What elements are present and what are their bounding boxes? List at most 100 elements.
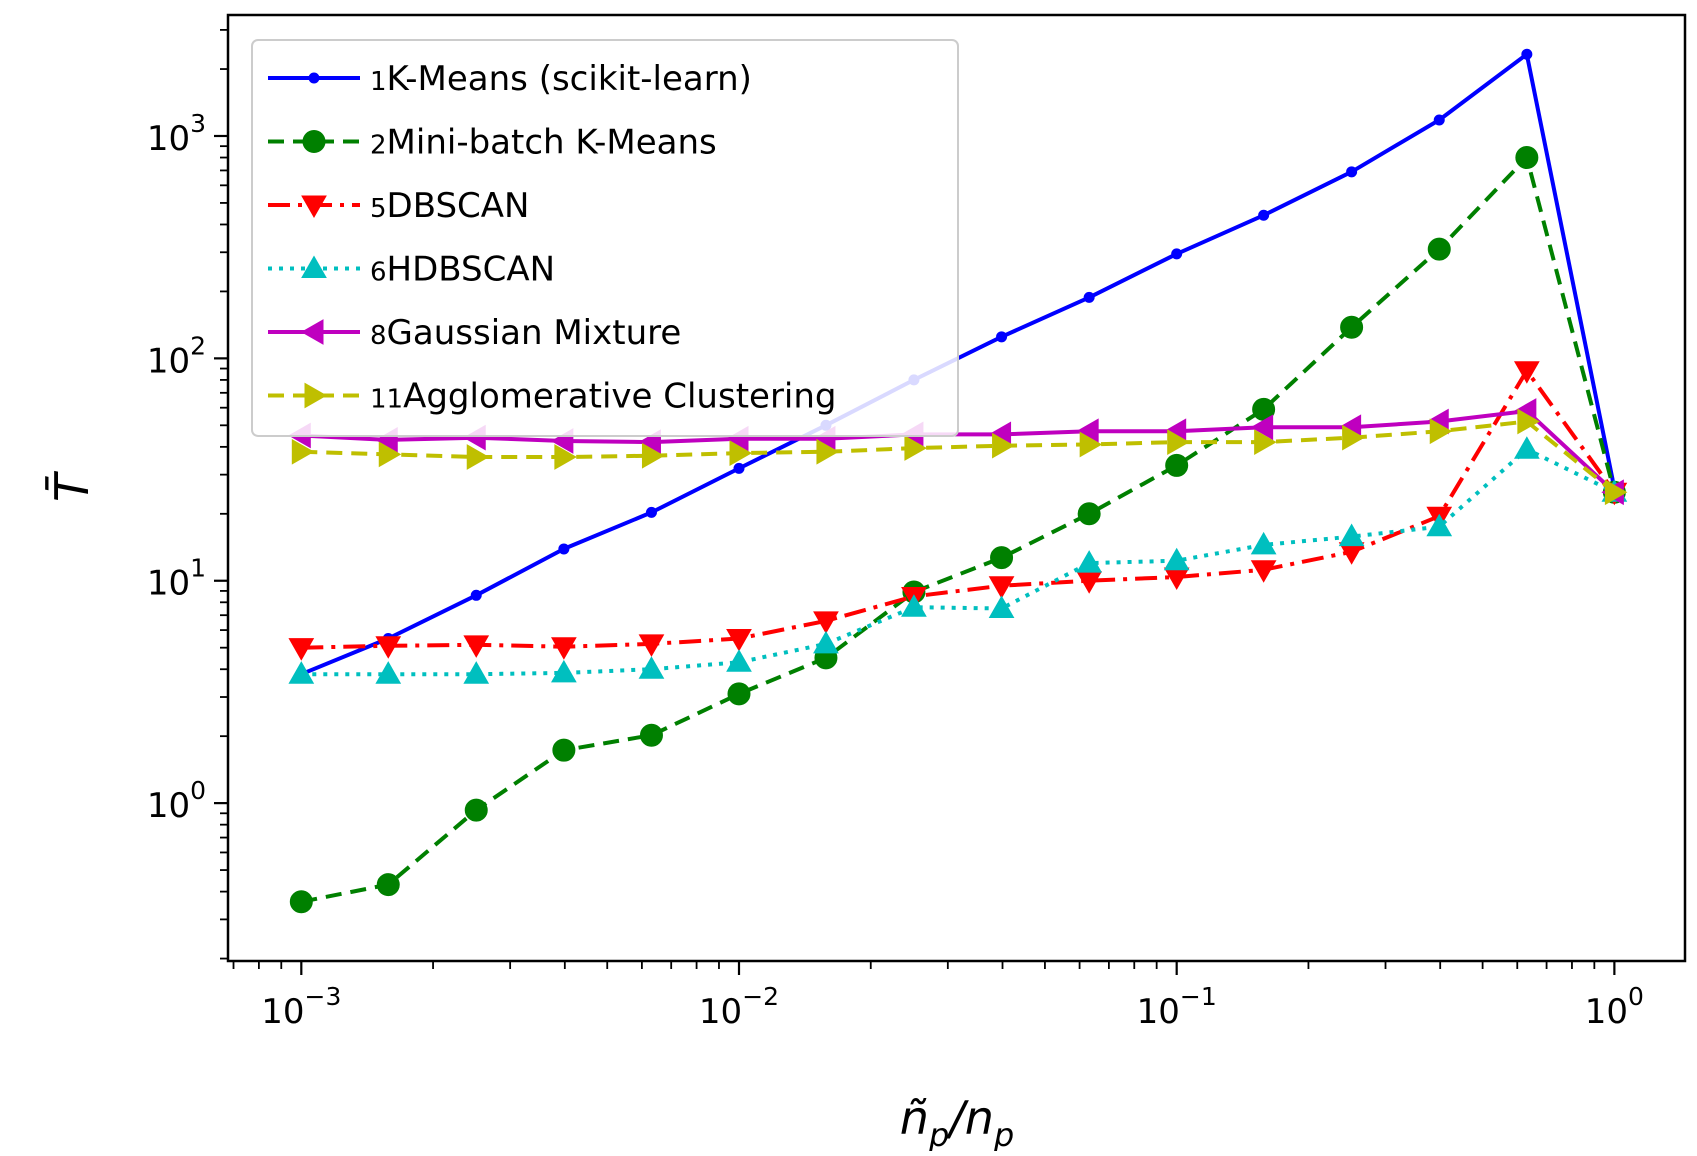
series-agglomerative bbox=[291, 408, 1628, 506]
data-point-agglomerative bbox=[904, 435, 927, 461]
legend-marker-agglomerative bbox=[304, 382, 328, 409]
data-point-agglomerative bbox=[1079, 431, 1103, 458]
data-point-minibatch bbox=[1515, 146, 1539, 170]
legend-label-minibatch: 2Mini-batch K-Means bbox=[370, 123, 717, 163]
legend-entry-kmeans: 1K-Means (scikit-learn) bbox=[268, 59, 752, 99]
data-point-agglomerative bbox=[1517, 408, 1540, 435]
data-point-minibatch bbox=[990, 546, 1014, 570]
legend-entry-hdbscan: 6HDBSCAN bbox=[268, 250, 555, 290]
data-point-kmeans bbox=[1171, 248, 1183, 260]
data-point-dbscan bbox=[463, 635, 490, 658]
data-point-dbscan bbox=[1250, 560, 1277, 583]
legend-marker-minibatch bbox=[302, 130, 326, 153]
data-point-agglomerative bbox=[641, 442, 665, 469]
data-point-dbscan bbox=[288, 638, 315, 661]
data-point-gmm bbox=[1250, 414, 1274, 441]
data-point-agglomerative bbox=[992, 432, 1015, 459]
data-point-dbscan bbox=[638, 634, 665, 657]
data-point-hdbscan bbox=[638, 656, 665, 679]
data-point-kmeans bbox=[733, 462, 745, 474]
data-point-kmeans bbox=[1083, 291, 1095, 303]
series-hdbscan bbox=[288, 436, 1628, 684]
data-point-kmeans bbox=[1433, 114, 1445, 126]
data-point-minibatch bbox=[552, 738, 576, 762]
legend-entry-agglomerative: 11Agglomerative Clustering bbox=[268, 377, 837, 417]
data-point-dbscan bbox=[1513, 361, 1540, 384]
x-tick-label: 10−2 bbox=[699, 982, 779, 1032]
data-point-agglomerative bbox=[466, 444, 490, 470]
legend-label-dbscan: 5DBSCAN bbox=[370, 186, 529, 226]
data-point-kmeans bbox=[1258, 209, 1270, 221]
legend-label-kmeans: 1K-Means (scikit-learn) bbox=[370, 59, 752, 99]
x-tick-label: 100 bbox=[1585, 982, 1644, 1032]
legend-marker-hdbscan bbox=[301, 255, 327, 278]
series-gmm bbox=[288, 398, 1624, 506]
y-tick-label: 103 bbox=[147, 109, 206, 159]
data-point-agglomerative bbox=[554, 444, 577, 470]
data-point-kmeans bbox=[1346, 166, 1358, 178]
data-point-minibatch bbox=[727, 682, 751, 706]
x-label-subscript: p bbox=[993, 1116, 1014, 1151]
data-point-agglomerative bbox=[291, 438, 315, 465]
data-point-kmeans bbox=[470, 589, 482, 601]
data-point-kmeans bbox=[1521, 48, 1533, 60]
data-point-hdbscan bbox=[1163, 547, 1190, 571]
data-point-agglomerative bbox=[1604, 479, 1628, 506]
series-line-gmm bbox=[301, 409, 1616, 494]
plot-area-frame bbox=[226, 13, 1687, 963]
data-point-minibatch bbox=[1077, 502, 1101, 526]
data-point-minibatch bbox=[376, 873, 400, 897]
data-point-hdbscan bbox=[1426, 513, 1453, 537]
legend-marker-kmeans bbox=[308, 72, 320, 84]
series-line-dbscan bbox=[301, 368, 1617, 650]
x-axis-label: ñp/np bbox=[900, 1091, 1014, 1151]
data-point-hdbscan bbox=[1076, 550, 1103, 573]
legend-entry-minibatch: 2Mini-batch K-Means bbox=[268, 123, 717, 163]
legend-entry-gmm: 8Gaussian Mixture bbox=[268, 313, 681, 353]
legend-frame bbox=[251, 39, 959, 437]
data-point-minibatch bbox=[464, 798, 488, 822]
data-point-kmeans bbox=[996, 331, 1008, 343]
data-point-hdbscan bbox=[901, 594, 927, 617]
data-point-hdbscan bbox=[726, 649, 752, 672]
series-line-minibatch bbox=[300, 155, 1617, 904]
data-point-agglomerative bbox=[1429, 418, 1453, 445]
y-tick-label: 100 bbox=[147, 776, 206, 826]
data-point-hdbscan bbox=[1250, 531, 1277, 555]
data-point-dbscan bbox=[375, 636, 402, 659]
legend-entry-dbscan: 5DBSCAN bbox=[268, 186, 529, 226]
legend: 1K-Means (scikit-learn) 2Mini-batch K-Mea… bbox=[251, 39, 959, 437]
legend-label-gmm: 8Gaussian Mixture bbox=[370, 313, 681, 353]
data-point-agglomerative bbox=[1254, 429, 1277, 456]
data-point-dbscan bbox=[726, 628, 752, 652]
data-point-hdbscan bbox=[813, 630, 839, 654]
data-point-minibatch bbox=[289, 890, 313, 914]
data-point-minibatch bbox=[1427, 237, 1451, 261]
data-point-dbscan bbox=[988, 576, 1015, 599]
legend-marker-gmm bbox=[300, 319, 324, 345]
data-point-minibatch bbox=[639, 723, 663, 747]
x-tick-label: 10−1 bbox=[1137, 982, 1217, 1032]
data-point-kmeans bbox=[645, 506, 657, 518]
data-point-agglomerative bbox=[729, 440, 753, 466]
data-point-hdbscan bbox=[1513, 436, 1540, 459]
data-point-agglomerative bbox=[816, 438, 839, 465]
data-point-kmeans bbox=[558, 543, 570, 555]
data-point-dbscan bbox=[551, 637, 577, 660]
y-axis-label: T̄ bbox=[45, 470, 99, 502]
series-line-agglomerative bbox=[301, 419, 1616, 494]
data-point-dbscan bbox=[813, 611, 839, 634]
x-tick-label: 10−3 bbox=[261, 982, 341, 1032]
data-point-hdbscan bbox=[375, 661, 402, 684]
data-point-hdbscan bbox=[463, 661, 490, 684]
data-point-hdbscan bbox=[288, 661, 315, 684]
data-point-hdbscan bbox=[988, 595, 1015, 619]
y-tick-label: 102 bbox=[147, 331, 206, 381]
x-label-subscript: p bbox=[928, 1116, 949, 1151]
y-tick-label: 101 bbox=[147, 554, 206, 604]
data-point-agglomerative bbox=[1167, 429, 1190, 456]
ticks-layer: 10−3 10−2 10−1 100 100 101 102 103 bbox=[147, 28, 1644, 1032]
data-point-minibatch bbox=[1340, 315, 1364, 339]
